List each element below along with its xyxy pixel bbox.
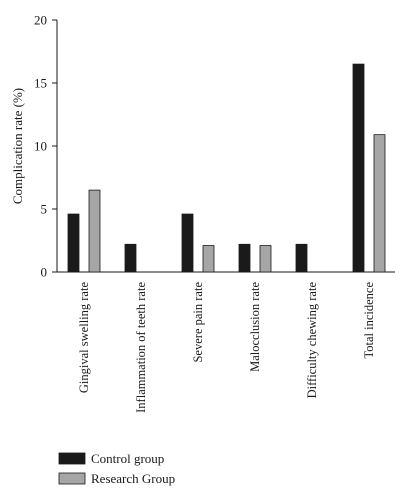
bar-research [88, 189, 101, 273]
bar-control [124, 243, 137, 273]
y-tick-label: 5 [41, 202, 48, 217]
y-tick-label: 10 [34, 139, 47, 154]
legend-label: Research Group [91, 471, 175, 486]
plot-area: 0 5 10 15 20 Gingival swelling rate Inflammati… [34, 13, 395, 413]
bar-research [259, 245, 272, 273]
x-category-label: Total incidence [362, 282, 376, 359]
bar-control [352, 63, 365, 273]
bar-research [373, 134, 386, 273]
bar-control [295, 243, 308, 273]
x-category-label: Gingival swelling rate [77, 282, 91, 394]
x-category-label: Difficulty chewing rate [305, 282, 319, 399]
y-axis-label: Complication rate (%) [10, 88, 25, 204]
y-tick-label: 15 [34, 76, 47, 91]
legend-swatch [58, 472, 86, 485]
legend-swatch [58, 452, 86, 465]
x-category-label: Severe pain rate [191, 282, 205, 363]
bar-control [67, 213, 80, 273]
x-category-label: Inflammation of teeth rate [134, 282, 148, 413]
legend: Control group Research Group [58, 451, 175, 486]
bar-control [181, 213, 194, 273]
bar-research [202, 245, 215, 273]
x-category-label: Malocclusion rate [248, 282, 262, 372]
legend-label: Control group [91, 451, 164, 466]
y-tick-label: 20 [34, 13, 47, 28]
y-tick-label: 0 [41, 265, 48, 280]
bar-control [238, 243, 251, 273]
